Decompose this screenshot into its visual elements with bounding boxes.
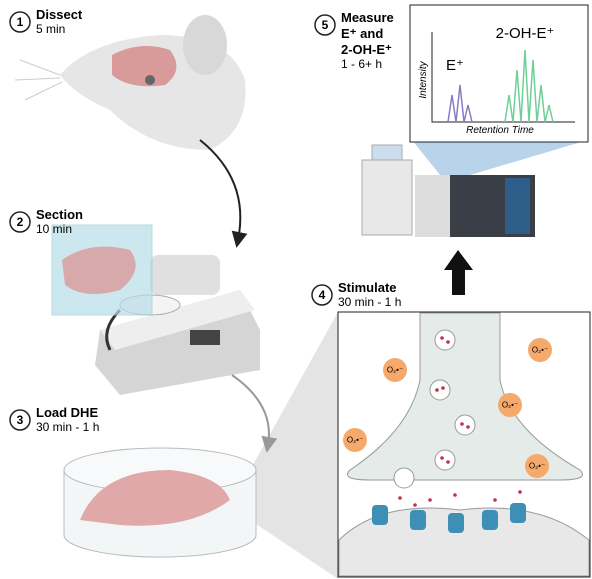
step-duration: 30 min - 1 h (36, 420, 99, 434)
step-duration: 5 min (36, 22, 65, 36)
peak-label: 2-OH-E⁺ (496, 25, 555, 42)
zoom-projection (250, 312, 338, 579)
superoxide-label: O₂•⁻ (347, 436, 363, 445)
step-title: Stimulate (338, 280, 397, 295)
zoom-projection (412, 140, 588, 175)
arrow-up (444, 250, 473, 295)
superoxide-label: O₂•⁻ (387, 366, 403, 375)
step-badge (9, 211, 31, 233)
step-duration: 10 min (36, 222, 72, 236)
step-badge (9, 11, 31, 33)
superoxide-label: O₂•⁻ (502, 401, 518, 410)
superoxide-label: O₂•⁻ (529, 462, 545, 471)
step-title: Load DHE (36, 405, 98, 420)
step-number: 1 (17, 15, 24, 29)
x-axis-label: Retention Time (466, 125, 534, 136)
step-badge (314, 14, 336, 36)
chromatogram-inset: E⁺ 2-OH-E⁺ Intensity Retention Time (409, 4, 589, 143)
mouse-head (14, 15, 246, 150)
step-title: E⁺ and (341, 26, 383, 41)
microtome (51, 224, 260, 395)
peak-label: E⁺ (446, 57, 464, 74)
step-title: Dissect (36, 7, 83, 22)
step-badge (9, 409, 31, 431)
step-number: 4 (319, 288, 326, 302)
step-number: 3 (17, 413, 24, 427)
step-badge (311, 284, 333, 306)
petri-dish (63, 447, 257, 558)
step-title: Measure (341, 10, 394, 25)
step-number: 2 (17, 215, 24, 229)
arrow (231, 374, 278, 453)
step-duration: 30 min - 1 h (338, 295, 401, 309)
step-title: 2-OH-E⁺ (341, 42, 392, 57)
synapse-panel: O₂•⁻ O₂•⁻ O₂•⁻ O₂•⁻ O₂•⁻ (337, 311, 591, 578)
step-number: 5 (322, 18, 329, 32)
y-axis-label: Intensity (418, 60, 429, 98)
arrow (199, 139, 248, 248)
step-title: Section (36, 207, 83, 222)
step-duration: 1 - 6+ h (341, 57, 382, 71)
lc-ms-instrument (361, 144, 535, 237)
superoxide-label: O₂•⁻ (532, 346, 548, 355)
